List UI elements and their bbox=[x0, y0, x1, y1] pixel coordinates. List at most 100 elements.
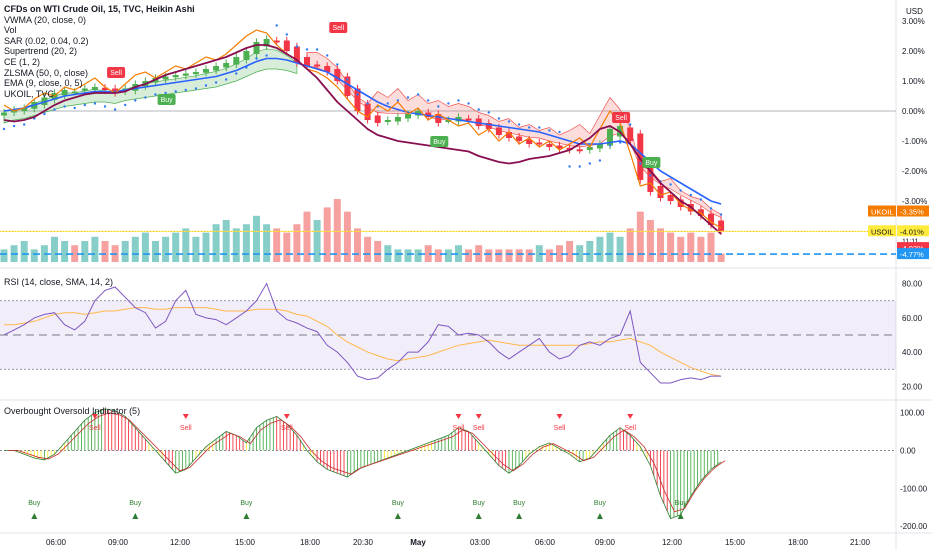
svg-text:-4.01%: -4.01% bbox=[900, 227, 924, 236]
volume-bar bbox=[0, 249, 8, 262]
sar-dot bbox=[336, 63, 339, 66]
ob-sell-signal: Sell bbox=[624, 414, 636, 432]
volume-bar bbox=[232, 228, 240, 262]
candle-body bbox=[304, 57, 310, 66]
volume-bar bbox=[717, 253, 725, 262]
volume-bar bbox=[586, 241, 594, 262]
volume-bar bbox=[687, 232, 695, 262]
svg-text:Buy: Buy bbox=[161, 97, 174, 104]
candle-body bbox=[596, 144, 603, 149]
sell-signal: Sell bbox=[107, 67, 126, 78]
sar-dot bbox=[174, 90, 177, 93]
volume-bar bbox=[525, 249, 533, 262]
svg-text:Buy: Buy bbox=[513, 500, 526, 507]
candle-body bbox=[21, 108, 28, 111]
legend-indicator-vol[interactable]: Vol bbox=[4, 25, 17, 36]
svg-text:USOIL: USOIL bbox=[871, 227, 894, 236]
svg-text:Sell: Sell bbox=[180, 425, 192, 432]
candle-body bbox=[485, 123, 492, 129]
volume-bar bbox=[354, 228, 361, 262]
sar-dot bbox=[124, 103, 127, 107]
volume-bar bbox=[364, 236, 372, 262]
volume-bar bbox=[697, 236, 705, 262]
rsi-title[interactable]: RSI (14, close, SMA, 14, 2) bbox=[4, 277, 114, 287]
legend-indicator-zlsma[interactable]: ZLSMA (50, 0, close) bbox=[4, 67, 89, 78]
volume-bar bbox=[141, 232, 149, 262]
price-axis-label: 3.00% bbox=[902, 17, 925, 26]
legend-indicator-supertrend[interactable]: Supertrend (20, 2) bbox=[4, 46, 78, 57]
ob-sell-signal: Sell bbox=[554, 414, 566, 432]
sar-dot bbox=[63, 105, 66, 108]
time-axis-label: 18:00 bbox=[788, 538, 809, 547]
volume-bar bbox=[576, 245, 584, 262]
candle-body bbox=[516, 136, 523, 141]
sar-dot bbox=[103, 105, 107, 108]
candle-body bbox=[91, 87, 98, 90]
volume-bar bbox=[556, 245, 563, 262]
rsi-line bbox=[3, 282, 722, 384]
volume-bar bbox=[646, 220, 654, 262]
ob-axis-label: -100.00 bbox=[900, 484, 928, 493]
sar-dot bbox=[204, 84, 208, 87]
time-axis-label: 09:00 bbox=[108, 538, 129, 547]
legend-indicator-sar[interactable]: SAR (0.02, 0.04, 0.2) bbox=[4, 35, 89, 46]
candle-body bbox=[71, 91, 78, 94]
sar-dot bbox=[669, 183, 672, 186]
chart-legend: CFDs on WTI Crude Oil, 15, TVC, Heikin A… bbox=[4, 4, 195, 99]
candle-body bbox=[1, 112, 7, 116]
volume-bar bbox=[515, 249, 523, 262]
price-axis-label: 2.00% bbox=[902, 47, 925, 56]
volume-bar bbox=[333, 199, 341, 262]
candle-body bbox=[667, 195, 674, 201]
sar-dot bbox=[23, 123, 26, 126]
volume-bar bbox=[121, 241, 129, 262]
volume-bar bbox=[162, 236, 170, 262]
rsi-axis-label: 60.00 bbox=[902, 314, 923, 323]
svg-text:Sell: Sell bbox=[281, 425, 293, 432]
legend-indicator-ce[interactable]: CE (1, 2) bbox=[4, 56, 41, 67]
sar-dot bbox=[477, 108, 480, 111]
svg-text:Sell: Sell bbox=[473, 425, 485, 432]
volume-bar bbox=[677, 236, 685, 262]
candle-body bbox=[192, 72, 199, 75]
candle-body bbox=[374, 115, 381, 123]
sar-dot bbox=[639, 162, 642, 165]
candle-body bbox=[576, 149, 583, 152]
legend-indicator-ukoil[interactable]: UKOIL, TVC bbox=[4, 88, 54, 99]
volume-bar bbox=[202, 232, 210, 262]
legend-indicator-ema[interactable]: EMA (9, close, 0, 5) bbox=[4, 78, 83, 89]
svg-text:Buy: Buy bbox=[28, 500, 41, 507]
sar-dot bbox=[679, 189, 682, 192]
volume-bar bbox=[566, 241, 574, 262]
sar-dot bbox=[416, 93, 420, 96]
time-axis-label: May bbox=[410, 538, 426, 547]
candle-body bbox=[506, 132, 512, 138]
svg-text:Buy: Buy bbox=[473, 500, 486, 507]
svg-text:Sell: Sell bbox=[110, 70, 122, 77]
currency-label: USD bbox=[906, 7, 923, 16]
sar-dot bbox=[427, 99, 430, 102]
candle-body bbox=[354, 88, 361, 111]
svg-text:Buy: Buy bbox=[129, 500, 142, 507]
svg-text:UKOIL: UKOIL bbox=[871, 208, 894, 217]
ob-buy-signal: Buy bbox=[513, 500, 526, 519]
legend-title[interactable]: CFDs on WTI Crude Oil, 15, TVC, Heikin A… bbox=[4, 4, 195, 14]
buy-signal: Buy bbox=[642, 157, 661, 168]
ob-buy-signal: Buy bbox=[675, 500, 687, 519]
sar-dot bbox=[497, 117, 501, 120]
sar-dot bbox=[184, 88, 187, 92]
sar-dot bbox=[719, 213, 723, 216]
sar-dot bbox=[406, 96, 410, 99]
sell-signal: Sell bbox=[329, 22, 348, 33]
legend-indicator-vwma[interactable]: VWMA (20, close, 0) bbox=[4, 14, 87, 25]
ema-line bbox=[3, 29, 722, 229]
volume-bar bbox=[545, 249, 553, 262]
ob-title[interactable]: Overbought Oversold Indicator (5) bbox=[4, 406, 141, 416]
buy-signal: Buy bbox=[430, 136, 449, 147]
svg-text:-3.35%: -3.35% bbox=[900, 208, 924, 217]
svg-text:Buy: Buy bbox=[240, 500, 253, 507]
price-axis-label: 0.00% bbox=[902, 107, 925, 116]
candle-body bbox=[708, 213, 714, 225]
